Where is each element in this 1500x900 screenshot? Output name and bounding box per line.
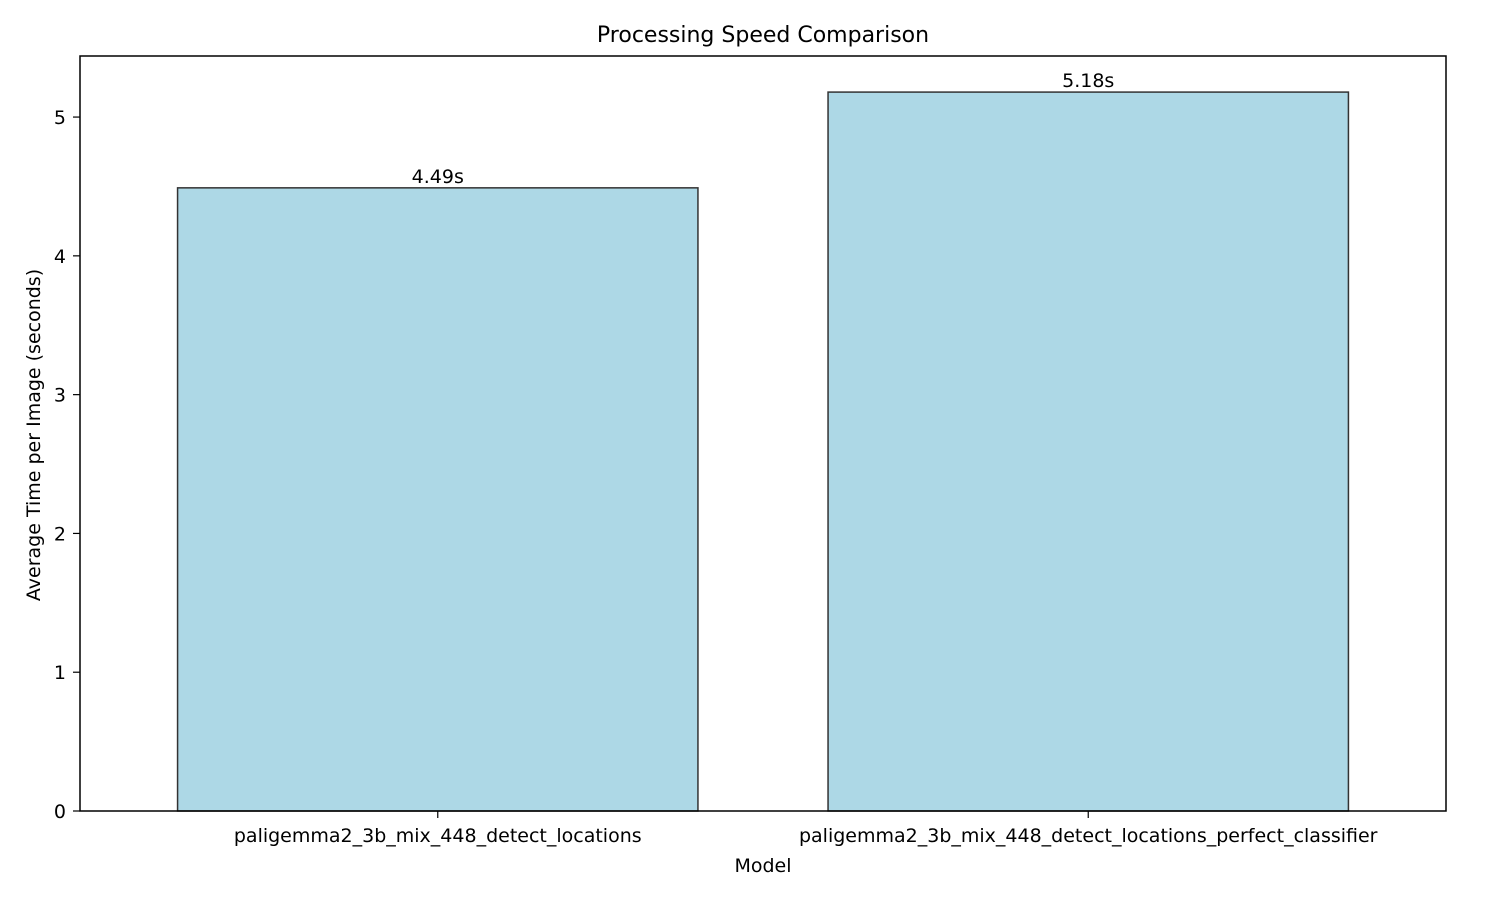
y-tick-label: 3 — [54, 385, 66, 407]
y-tick-label: 5 — [54, 107, 66, 129]
y-axis-label: Average Time per Image (seconds) — [23, 269, 45, 601]
x-axis-ticks: paligemma2_3b_mix_448_detect_locations pa… — [234, 811, 1378, 847]
y-tick-label: 0 — [54, 801, 66, 823]
chart-title: Processing Speed Comparison — [597, 23, 929, 48]
x-tick-label: paligemma2_3b_mix_448_detect_locations — [234, 825, 642, 847]
data-labels-group: 4.49s 5.18s — [412, 70, 1115, 188]
y-tick-label: 1 — [54, 662, 66, 684]
x-axis-label: Model — [734, 855, 791, 877]
bar — [827, 91, 1350, 812]
bars-group — [176, 91, 1350, 812]
y-tick-label: 2 — [54, 523, 66, 545]
bar-data-label: 4.49s — [412, 166, 464, 188]
bar-data-label: 5.18s — [1062, 70, 1114, 92]
bar — [176, 187, 699, 812]
y-axis-ticks: 0 1 2 3 4 5 — [54, 107, 80, 823]
plot-area-frame — [79, 55, 1447, 812]
x-tick-label: paligemma2_3b_mix_448_detect_locations_p… — [799, 825, 1378, 847]
y-tick-label: 4 — [54, 246, 66, 268]
